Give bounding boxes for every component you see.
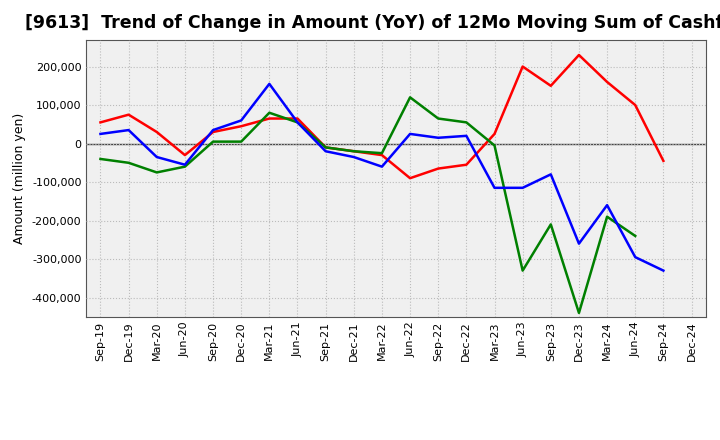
- Investing Cashflow: [349, 149, 358, 154]
- Line: Free Cashflow: Free Cashflow: [101, 84, 663, 271]
- Operating Cashflow: [659, 158, 667, 164]
- Free Cashflow: [603, 202, 611, 208]
- Operating Cashflow: [631, 103, 639, 108]
- Title: [9613]  Trend of Change in Amount (YoY) of 12Mo Moving Sum of Cashflows: [9613] Trend of Change in Amount (YoY) o…: [24, 15, 720, 33]
- Free Cashflow: [659, 268, 667, 273]
- Investing Cashflow: [434, 116, 443, 121]
- Investing Cashflow: [153, 170, 161, 175]
- Operating Cashflow: [518, 64, 527, 69]
- Free Cashflow: [349, 154, 358, 160]
- Operating Cashflow: [237, 124, 246, 129]
- Free Cashflow: [96, 131, 105, 136]
- Investing Cashflow: [490, 143, 499, 148]
- Free Cashflow: [575, 241, 583, 246]
- Investing Cashflow: [293, 120, 302, 125]
- Operating Cashflow: [209, 129, 217, 135]
- Free Cashflow: [434, 135, 443, 140]
- Investing Cashflow: [575, 310, 583, 315]
- Investing Cashflow: [377, 150, 386, 156]
- Free Cashflow: [406, 131, 415, 136]
- Investing Cashflow: [546, 222, 555, 227]
- Operating Cashflow: [321, 145, 330, 150]
- Investing Cashflow: [321, 145, 330, 150]
- Free Cashflow: [265, 81, 274, 87]
- Y-axis label: Amount (million yen): Amount (million yen): [14, 113, 27, 244]
- Free Cashflow: [209, 128, 217, 133]
- Investing Cashflow: [237, 139, 246, 144]
- Free Cashflow: [181, 162, 189, 167]
- Operating Cashflow: [293, 116, 302, 121]
- Investing Cashflow: [518, 268, 527, 273]
- Line: Operating Cashflow: Operating Cashflow: [101, 55, 663, 178]
- Investing Cashflow: [96, 156, 105, 161]
- Operating Cashflow: [462, 162, 471, 167]
- Operating Cashflow: [575, 52, 583, 58]
- Operating Cashflow: [153, 129, 161, 135]
- Investing Cashflow: [462, 120, 471, 125]
- Free Cashflow: [546, 172, 555, 177]
- Investing Cashflow: [406, 95, 415, 100]
- Operating Cashflow: [265, 116, 274, 121]
- Investing Cashflow: [265, 110, 274, 115]
- Investing Cashflow: [209, 139, 217, 144]
- Investing Cashflow: [603, 214, 611, 220]
- Operating Cashflow: [406, 176, 415, 181]
- Operating Cashflow: [181, 152, 189, 158]
- Operating Cashflow: [377, 152, 386, 158]
- Operating Cashflow: [349, 149, 358, 154]
- Operating Cashflow: [603, 79, 611, 84]
- Operating Cashflow: [125, 112, 133, 117]
- Free Cashflow: [377, 164, 386, 169]
- Free Cashflow: [237, 118, 246, 123]
- Line: Investing Cashflow: Investing Cashflow: [101, 97, 635, 313]
- Free Cashflow: [490, 185, 499, 191]
- Operating Cashflow: [96, 120, 105, 125]
- Free Cashflow: [293, 120, 302, 125]
- Free Cashflow: [153, 154, 161, 160]
- Free Cashflow: [631, 254, 639, 260]
- Operating Cashflow: [546, 83, 555, 88]
- Operating Cashflow: [434, 166, 443, 171]
- Free Cashflow: [125, 128, 133, 133]
- Free Cashflow: [321, 149, 330, 154]
- Free Cashflow: [462, 133, 471, 139]
- Investing Cashflow: [125, 160, 133, 165]
- Investing Cashflow: [181, 164, 189, 169]
- Operating Cashflow: [490, 131, 499, 136]
- Investing Cashflow: [631, 233, 639, 238]
- Free Cashflow: [518, 185, 527, 191]
